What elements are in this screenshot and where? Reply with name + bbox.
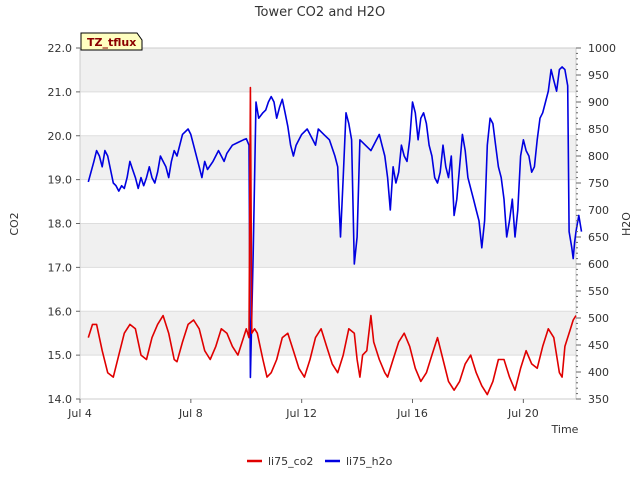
y-left-axis-label: CO2 — [8, 212, 21, 235]
x-tick-label: Jul 8 — [178, 407, 203, 420]
background-bands — [80, 48, 576, 356]
legend-label-co2: li75_co2 — [268, 455, 313, 468]
y-right-tick-label: 350 — [588, 393, 609, 406]
series-line-li75_co2 — [87, 86, 577, 396]
x-tick-label: Jul 20 — [507, 407, 539, 420]
x-axis-label: Time — [551, 423, 579, 436]
x-tick-label: Jul 12 — [285, 407, 317, 420]
y-right-tick-label: 1000 — [588, 42, 616, 55]
x-tick-label: Jul 4 — [67, 407, 92, 420]
y-right-tick-label: 800 — [588, 150, 609, 163]
badge-box — [80, 32, 143, 51]
y-right-tick-label: 850 — [588, 123, 609, 136]
chart-title: Tower CO2 and H2O — [254, 5, 385, 20]
y-right-tick-label: 400 — [588, 366, 609, 379]
x-tick-label: Jul 16 — [396, 407, 428, 420]
y-right-tick-label: 700 — [588, 204, 609, 217]
y-right-tick-label: 650 — [588, 231, 609, 244]
y-left-tick-label: 19.0 — [48, 174, 73, 187]
y-right-tick-label: 450 — [588, 339, 609, 352]
y-right-tick-label: 600 — [588, 258, 609, 271]
y-left-tick-label: 16.0 — [48, 305, 73, 318]
y-left-tick-label: 15.0 — [48, 349, 73, 362]
y-left-tick-label: 22.0 — [48, 42, 73, 55]
y-left-tick-label: 17.0 — [48, 261, 73, 274]
band-17-18 — [80, 223, 576, 268]
badge-label: TZ_tflux — [87, 36, 136, 49]
y-left-axis-ticks: 14.0 15.0 16.0 17.0 18.0 19.0 20.0 21.0 22.0 — [48, 42, 80, 406]
legend: li75_co2 li75_h2o — [247, 455, 393, 468]
band-15-16 — [80, 311, 576, 356]
y-left-tick-label: 14.0 — [48, 393, 73, 406]
tz-tflux-badge: TZ_tflux — [80, 32, 143, 51]
y-right-tick-label: 550 — [588, 285, 609, 298]
y-left-tick-label: 21.0 — [48, 86, 73, 99]
y-right-tick-label: 950 — [588, 69, 609, 82]
band-19-20 — [80, 135, 576, 180]
y-left-tick-label: 20.0 — [48, 130, 73, 143]
band-21-22 — [80, 48, 576, 92]
series-line-li75_h2o — [87, 66, 583, 379]
y-right-tick-label: 500 — [588, 312, 609, 325]
y-right-tick-label: 750 — [588, 177, 609, 190]
y-right-tick-label: 900 — [588, 96, 609, 109]
y-left-tick-label: 18.0 — [48, 218, 73, 231]
y-right-axis-label: H2O — [620, 212, 633, 236]
legend-label-h2o: li75_h2o — [346, 455, 393, 468]
y-right-axis-ticks: 350 400 450 500 550 600 650 700 750 800 850 900 950 1… — [576, 42, 616, 406]
series-layer — [87, 66, 583, 396]
x-axis-ticks: Jul 4 Jul 8 Jul 12 Jul 16 Jul 20 — [67, 399, 539, 420]
